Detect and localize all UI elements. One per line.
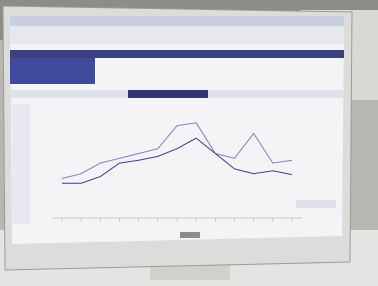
page-header	[10, 50, 344, 58]
side-labels	[12, 104, 30, 224]
browser-tabs	[10, 16, 344, 26]
browser-toolbar	[10, 26, 344, 44]
side-panel	[10, 58, 95, 84]
active-tab	[128, 90, 208, 98]
brand-logo	[180, 232, 200, 238]
photo	[0, 0, 378, 286]
controls	[296, 200, 336, 208]
